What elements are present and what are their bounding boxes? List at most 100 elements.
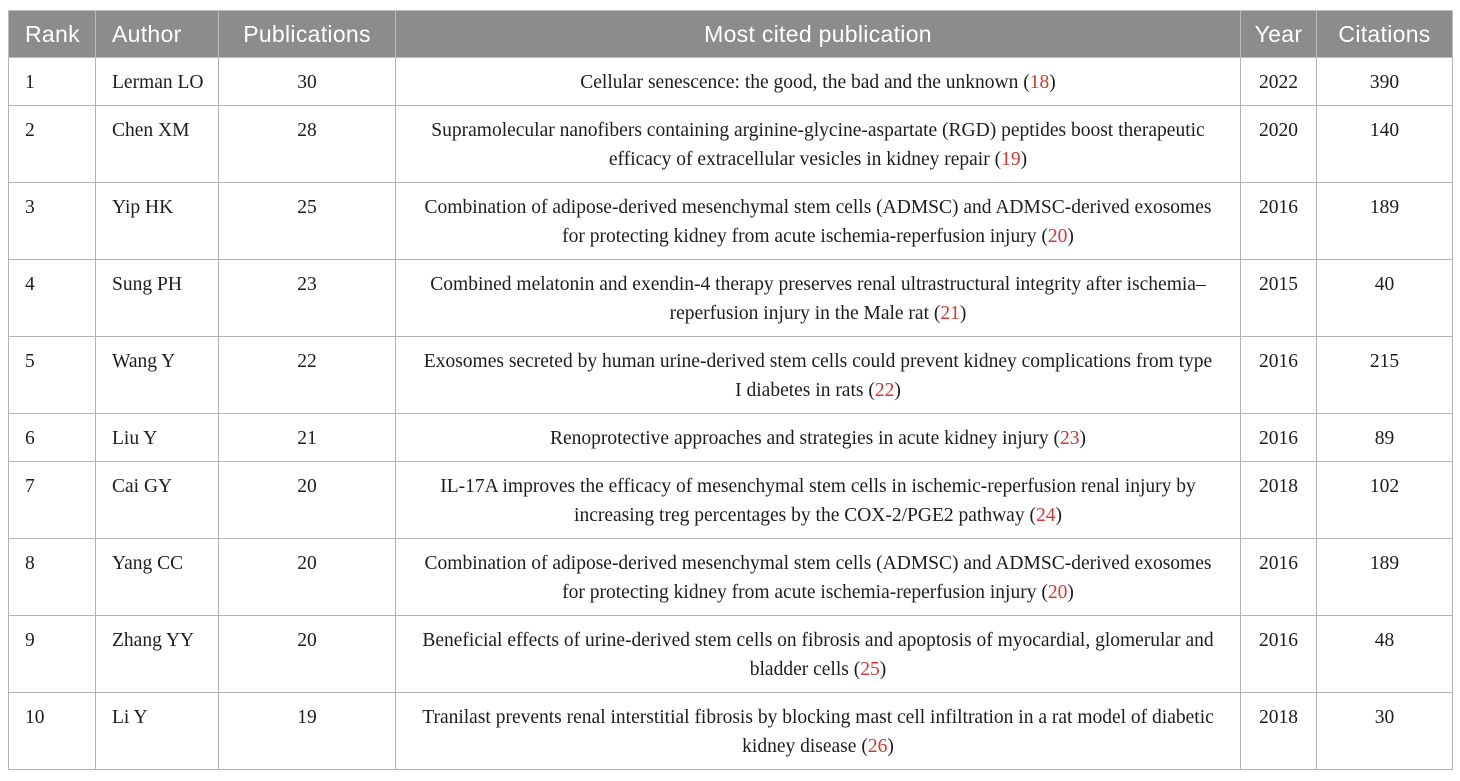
column-header-rank: Rank <box>8 10 96 58</box>
table-row: 4 Sung PH 23 Combined melatonin and exen… <box>8 259 1453 337</box>
year-cell: 2016 <box>1240 538 1317 616</box>
reference-paren-open: ( <box>856 736 868 757</box>
reference-link[interactable]: 20 <box>1047 226 1068 247</box>
publications-count-cell: 19 <box>218 692 396 770</box>
publication-cell: Combination of adipose-derived mesenchym… <box>395 182 1241 260</box>
citations-cell: 189 <box>1316 182 1453 260</box>
publication-cell: Renoprotective approaches and strategies… <box>395 413 1241 462</box>
publication-title: Beneficial effects of urine-derived stem… <box>422 630 1214 680</box>
author-cell: Li Y <box>95 692 219 770</box>
reference-paren-open: ( <box>1018 72 1030 93</box>
table-row: 10 Li Y 19 Tranilast prevents renal inte… <box>8 692 1453 770</box>
reference-link[interactable]: 20 <box>1047 582 1068 603</box>
publication-cell: Beneficial effects of urine-derived stem… <box>395 615 1241 693</box>
publications-count-cell: 20 <box>218 538 396 616</box>
reference-paren-open: ( <box>1036 226 1048 247</box>
publication-cell: Cellular senescence: the good, the bad a… <box>395 57 1241 106</box>
reference-paren-open: ( <box>1036 582 1048 603</box>
reference-link[interactable]: 24 <box>1035 505 1056 526</box>
rank-cell: 4 <box>8 259 96 337</box>
reference-paren-close: ) <box>1067 582 1074 603</box>
publication-title: Supramolecular nanofibers containing arg… <box>431 120 1205 170</box>
citations-cell: 30 <box>1316 692 1453 770</box>
publication-title: Combination of adipose-derived mesenchym… <box>424 197 1212 247</box>
reference-paren-close: ) <box>1020 149 1028 170</box>
reference-paren-close: ) <box>1055 505 1062 526</box>
publications-count-cell: 25 <box>218 182 396 260</box>
column-header-publication: Most cited publication <box>395 10 1241 58</box>
rank-cell: 5 <box>8 336 96 414</box>
reference-paren-close: ) <box>959 303 967 324</box>
publications-count-cell: 21 <box>218 413 396 462</box>
reference-paren-close: ) <box>887 736 894 757</box>
rank-cell: 10 <box>8 692 96 770</box>
publication-title: IL-17A improves the efficacy of mesenchy… <box>440 476 1196 526</box>
year-cell: 2018 <box>1240 692 1317 770</box>
column-header-author: Author <box>95 10 219 58</box>
reference-link[interactable]: 25 <box>860 659 880 680</box>
rank-cell: 8 <box>8 538 96 616</box>
publication-title: Combination of adipose-derived mesenchym… <box>424 553 1212 603</box>
reference-paren-open: ( <box>929 303 941 324</box>
reference-paren-close: ) <box>894 380 901 401</box>
author-cell: Wang Y <box>95 336 219 414</box>
column-header-year: Year <box>1240 10 1317 58</box>
publications-count-cell: 22 <box>218 336 396 414</box>
publications-count-cell: 20 <box>218 461 396 539</box>
table-row: 3 Yip HK 25 Combination of adipose-deriv… <box>8 182 1453 260</box>
year-cell: 2015 <box>1240 259 1317 337</box>
table-row: 2 Chen XM 28 Supramolecular nanofibers c… <box>8 105 1453 183</box>
column-header-publications: Publications <box>218 10 396 58</box>
citations-cell: 390 <box>1316 57 1453 106</box>
author-cell: Liu Y <box>95 413 219 462</box>
rank-cell: 3 <box>8 182 96 260</box>
publication-cell: Combination of adipose-derived mesenchym… <box>395 538 1241 616</box>
table-row: 6 Liu Y 21 Renoprotective approaches and… <box>8 413 1453 462</box>
reference-link[interactable]: 26 <box>867 736 888 757</box>
publication-cell: Combined melatonin and exendin-4 therapy… <box>395 259 1241 337</box>
reference-paren-close: ) <box>879 659 887 680</box>
reference-link[interactable]: 18 <box>1029 72 1050 93</box>
year-cell: 2020 <box>1240 105 1317 183</box>
table-row: 7 Cai GY 20 IL-17A improves the efficacy… <box>8 461 1453 539</box>
rank-cell: 1 <box>8 57 96 106</box>
citations-cell: 40 <box>1316 259 1453 337</box>
rank-cell: 7 <box>8 461 96 539</box>
column-header-citations: Citations <box>1316 10 1453 58</box>
year-cell: 2016 <box>1240 413 1317 462</box>
reference-paren-open: ( <box>1024 505 1036 526</box>
author-cell: Zhang YY <box>95 615 219 693</box>
most-cited-publications-table-container: Rank Author Publications Most cited publica… <box>8 10 1453 770</box>
publication-cell: Exosomes secreted by human urine-derived… <box>395 336 1241 414</box>
reference-link[interactable]: 23 <box>1060 428 1080 449</box>
rank-cell: 6 <box>8 413 96 462</box>
table-row: 5 Wang Y 22 Exosomes secreted by human u… <box>8 336 1453 414</box>
table-body: 1 Lerman LO 30 Cellular senescence: the … <box>8 57 1453 770</box>
publications-count-cell: 30 <box>218 57 396 106</box>
reference-paren-open: ( <box>848 659 861 680</box>
year-cell: 2022 <box>1240 57 1317 106</box>
reference-paren-close: ) <box>1079 428 1087 449</box>
author-cell: Yang CC <box>95 538 219 616</box>
citations-cell: 48 <box>1316 615 1453 693</box>
author-cell: Yip HK <box>95 182 219 260</box>
publication-cell: Tranilast prevents renal interstitial fi… <box>395 692 1241 770</box>
reference-link[interactable]: 19 <box>1001 149 1021 170</box>
publication-title: Exosomes secreted by human urine-derived… <box>423 351 1213 401</box>
year-cell: 2016 <box>1240 182 1317 260</box>
publication-cell: Supramolecular nanofibers containing arg… <box>395 105 1241 183</box>
author-cell: Chen XM <box>95 105 219 183</box>
publications-count-cell: 28 <box>218 105 396 183</box>
citations-cell: 140 <box>1316 105 1453 183</box>
citations-cell: 189 <box>1316 538 1453 616</box>
reference-paren-close: ) <box>1049 72 1056 93</box>
reference-link[interactable]: 22 <box>874 380 895 401</box>
reference-link[interactable]: 21 <box>940 303 960 324</box>
publication-title: Renoprotective approaches and strategies… <box>549 428 1049 449</box>
reference-paren-close: ) <box>1067 226 1074 247</box>
year-cell: 2018 <box>1240 461 1317 539</box>
table-row: 9 Zhang YY 20 Beneficial effects of urin… <box>8 615 1453 693</box>
publication-cell: IL-17A improves the efficacy of mesenchy… <box>395 461 1241 539</box>
author-cell: Sung PH <box>95 259 219 337</box>
publication-title: Combined melatonin and exendin-4 therapy… <box>430 274 1206 324</box>
